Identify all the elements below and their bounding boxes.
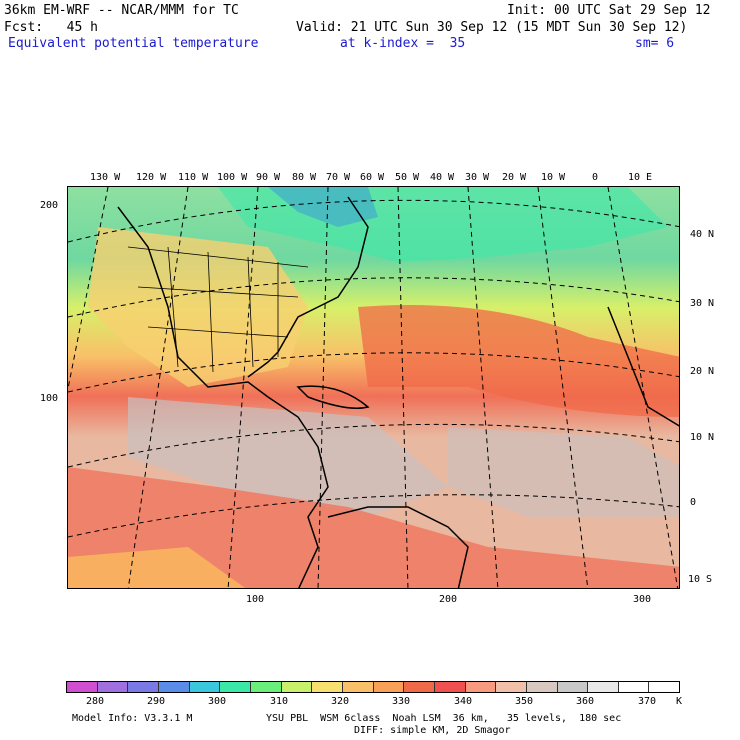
colorbar-swatch [128, 682, 159, 692]
colorbar-swatch [67, 682, 98, 692]
lat-label: 10 S [688, 574, 713, 585]
colorbar-swatch [220, 682, 251, 692]
lon-label: 0 [592, 172, 599, 183]
grid-x-label: 200 [439, 594, 458, 605]
colorbar-swatch [465, 682, 497, 692]
lon-label: 50 W [395, 172, 420, 183]
lon-label: 10 E [628, 172, 653, 183]
lon-label: 40 W [430, 172, 455, 183]
colorbar-swatch [496, 682, 527, 692]
colorbar-swatch [342, 682, 374, 692]
colorbar-swatch [373, 682, 405, 692]
smoothing-info: sm= 6 [635, 36, 675, 51]
lat-label: 20 N [690, 366, 715, 377]
theta-e-map [67, 186, 680, 589]
colorbar-label: 280 [86, 696, 105, 707]
lat-label: 30 N [690, 298, 715, 309]
warm-moist-band [358, 305, 679, 417]
field-name: Equivalent potential temperature [8, 36, 259, 51]
grid-x-label: 300 [633, 594, 652, 605]
colorbar-label: 290 [147, 696, 166, 707]
level-info: at k-index = 35 [340, 36, 466, 51]
grid-y-label: 200 [40, 200, 59, 211]
southern-orange-region [68, 547, 246, 588]
model-title: 36km EM-WRF -- NCAR/MMM for TC [4, 3, 239, 18]
colorbar-swatch [649, 682, 680, 692]
lon-label: 60 W [360, 172, 385, 183]
state-borders [127, 246, 309, 373]
tropical-grey-region [128, 397, 448, 517]
colorbar-swatch [588, 682, 619, 692]
colorbar-swatch [404, 682, 435, 692]
lon-label: 90 W [256, 172, 281, 183]
colorbar-swatch [618, 682, 650, 692]
lon-label: 130 W [90, 172, 121, 183]
tropical-grey-region [448, 427, 679, 517]
diffusion-info: DIFF: simple KM, 2D Smagor [354, 725, 511, 736]
lon-label: 120 W [136, 172, 167, 183]
grid-y-label: 100 [40, 393, 59, 404]
lon-label: 30 W [465, 172, 490, 183]
coastlines [117, 196, 679, 588]
colorbar-swatch [526, 682, 558, 692]
lat-label: 0 [690, 497, 697, 508]
lon-label: 10 W [541, 172, 566, 183]
forecast-hour: Fcst: 45 h [4, 20, 98, 35]
colorbar-swatch [250, 682, 282, 692]
grid-x-label: 100 [246, 594, 265, 605]
lat-label: 10 N [690, 432, 715, 443]
lon-label: 110 W [178, 172, 209, 183]
colorbar-label: 300 [208, 696, 227, 707]
lon-label: 20 W [502, 172, 527, 183]
colorbar-swatch [189, 682, 221, 692]
lon-label: 100 W [217, 172, 248, 183]
colorbar-label: 350 [515, 696, 534, 707]
colorbar [66, 681, 680, 693]
colorbar-label: 370 [638, 696, 657, 707]
lat-label: 40 N [690, 229, 715, 240]
colorbar-swatch [97, 682, 129, 692]
valid-time: Valid: 21 UTC Sun 30 Sep 12 (15 MDT Sun … [296, 20, 688, 35]
colorbar-swatch [158, 682, 190, 692]
model-info: Model Info: V3.3.1 M [72, 713, 193, 724]
colorbar-swatch [557, 682, 589, 692]
colorbar-label: 340 [454, 696, 473, 707]
northern-air-region [218, 187, 668, 262]
init-time: Init: 00 UTC Sat 29 Sep 12 [507, 3, 711, 18]
southern-warm-region [68, 467, 679, 588]
map-canvas [68, 187, 679, 588]
graticule [68, 187, 679, 588]
colorbar-swatch [312, 682, 343, 692]
lon-label: 70 W [326, 172, 351, 183]
us-land-region [88, 227, 308, 387]
lon-label: 80 W [292, 172, 317, 183]
physics-info: YSU PBL WSM 6class Noah LSM 36 km, 35 le… [266, 713, 622, 724]
colorbar-label: 310 [270, 696, 289, 707]
colorbar-label: 360 [576, 696, 595, 707]
colorbar-unit: K [676, 696, 683, 707]
colorbar-label: 330 [392, 696, 411, 707]
colorbar-label: 320 [331, 696, 350, 707]
colorbar-swatch [281, 682, 313, 692]
colorbar-swatch [434, 682, 466, 692]
